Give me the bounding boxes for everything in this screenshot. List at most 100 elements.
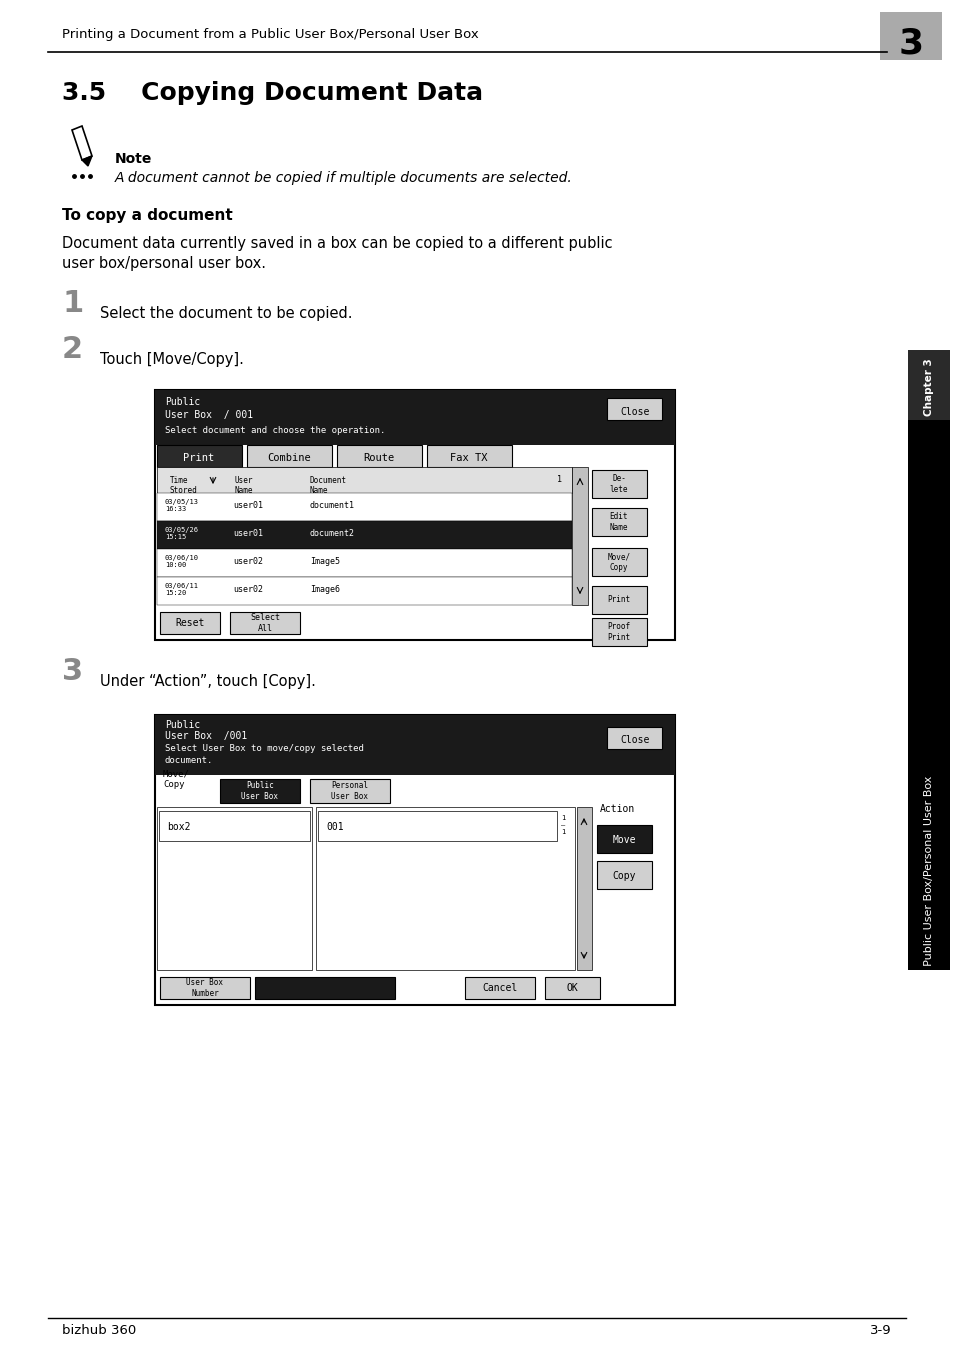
Text: 3.5    Copying Document Data: 3.5 Copying Document Data: [62, 81, 482, 105]
Bar: [577, 807, 592, 969]
Text: Fax TX: Fax TX: [450, 453, 487, 462]
Bar: [597, 861, 651, 890]
Text: bizhub 360: bizhub 360: [62, 1324, 136, 1337]
Bar: [157, 493, 572, 521]
Text: 2: 2: [62, 335, 83, 364]
Text: Public: Public: [165, 397, 200, 407]
Bar: [572, 466, 587, 604]
Text: Public
User Box: Public User Box: [241, 781, 278, 800]
Text: Select document and choose the operation.: Select document and choose the operation…: [165, 426, 385, 435]
Text: Document
Name: Document Name: [310, 476, 347, 495]
Text: Select
All: Select All: [250, 614, 280, 633]
Text: To copy a document: To copy a document: [62, 208, 233, 223]
Text: User
Name: User Name: [234, 476, 253, 495]
Text: Close: Close: [619, 735, 649, 745]
Bar: [220, 779, 299, 803]
Bar: [592, 618, 646, 646]
Text: Chapter 3: Chapter 3: [923, 358, 933, 416]
Bar: [154, 389, 675, 445]
Polygon shape: [71, 126, 91, 160]
Text: Document data currently saved in a box can be copied to a different public: Document data currently saved in a box c…: [62, 237, 612, 251]
Bar: [160, 977, 250, 999]
Text: 03/05/26
15:15: 03/05/26 15:15: [165, 527, 199, 539]
Bar: [427, 445, 512, 466]
Text: Move/
Copy: Move/ Copy: [607, 553, 630, 572]
Text: User Box  / 001: User Box / 001: [165, 410, 253, 420]
Text: A document cannot be copied if multiple documents are selected.: A document cannot be copied if multiple …: [115, 170, 572, 185]
Bar: [592, 585, 646, 614]
Text: Cancel: Cancel: [482, 983, 517, 992]
Text: box2: box2: [167, 822, 191, 831]
Text: Image6: Image6: [310, 585, 339, 595]
Bar: [592, 508, 646, 535]
Text: user02: user02: [233, 585, 263, 595]
Text: Route: Route: [363, 453, 395, 462]
Text: Under “Action”, touch [Copy].: Under “Action”, touch [Copy].: [100, 675, 315, 690]
Polygon shape: [82, 155, 91, 166]
Bar: [157, 466, 572, 493]
Text: Print: Print: [183, 453, 214, 462]
Text: Image5: Image5: [310, 557, 339, 566]
Text: document2: document2: [310, 530, 355, 538]
Text: Edit
Name: Edit Name: [609, 512, 628, 531]
Text: 3-9: 3-9: [869, 1324, 891, 1337]
Bar: [154, 715, 675, 1005]
Text: Printing a Document from a Public User Box/Personal User Box: Printing a Document from a Public User B…: [923, 776, 933, 1124]
Text: user box/personal user box.: user box/personal user box.: [62, 256, 266, 270]
Bar: [606, 727, 661, 749]
Bar: [907, 350, 949, 420]
Bar: [157, 521, 572, 549]
Text: Combine: Combine: [267, 453, 311, 462]
Text: 1: 1: [62, 289, 83, 318]
Bar: [157, 549, 572, 577]
Bar: [254, 977, 395, 999]
Text: user01: user01: [233, 530, 263, 538]
Bar: [157, 577, 572, 604]
Bar: [160, 612, 220, 634]
Text: Printing a Document from a Public User Box/Personal User Box: Printing a Document from a Public User B…: [62, 28, 478, 41]
Text: 03/05/13
16:33: 03/05/13 16:33: [165, 499, 199, 512]
Text: User Box
Number: User Box Number: [186, 979, 223, 998]
Bar: [592, 470, 646, 498]
Text: Select the document to be copied.: Select the document to be copied.: [100, 306, 352, 320]
Text: 3: 3: [898, 27, 923, 61]
Text: Copy: Copy: [612, 871, 635, 882]
Text: User Box  /001: User Box /001: [165, 731, 247, 741]
Text: Print: Print: [607, 595, 630, 604]
Bar: [907, 350, 949, 969]
Text: document1: document1: [310, 502, 355, 511]
Bar: [317, 811, 557, 841]
Text: Action: Action: [598, 804, 634, 814]
Text: Touch [Move/Copy].: Touch [Move/Copy].: [100, 352, 244, 366]
Text: 03/06/11
15:20: 03/06/11 15:20: [165, 583, 199, 596]
Text: Reset: Reset: [175, 618, 205, 627]
Text: Select User Box to move/copy selected: Select User Box to move/copy selected: [165, 744, 363, 753]
Text: document.: document.: [165, 756, 213, 765]
Bar: [544, 977, 599, 999]
Bar: [159, 811, 310, 841]
Bar: [592, 548, 646, 576]
Text: 1
—
1: 1 — 1: [560, 815, 564, 836]
Text: Personal
User Box: Personal User Box: [331, 781, 368, 800]
Text: user01: user01: [233, 502, 263, 511]
Text: Proof
Print: Proof Print: [607, 622, 630, 642]
Bar: [154, 715, 675, 775]
Bar: [606, 397, 661, 420]
Bar: [247, 445, 332, 466]
Text: 001: 001: [326, 822, 343, 831]
Text: OK: OK: [565, 983, 578, 992]
Text: Close: Close: [619, 407, 649, 416]
Text: 1: 1: [557, 476, 562, 484]
Bar: [154, 389, 675, 639]
Text: 3: 3: [62, 657, 83, 685]
FancyBboxPatch shape: [879, 12, 941, 59]
Bar: [157, 445, 242, 466]
Bar: [310, 779, 390, 803]
Text: Time
Stored: Time Stored: [170, 476, 197, 495]
Text: Note: Note: [115, 151, 152, 166]
Text: De-
lete: De- lete: [609, 475, 628, 493]
Bar: [315, 807, 575, 969]
Bar: [336, 445, 421, 466]
Text: Public: Public: [165, 721, 200, 730]
Text: Move: Move: [612, 836, 635, 845]
